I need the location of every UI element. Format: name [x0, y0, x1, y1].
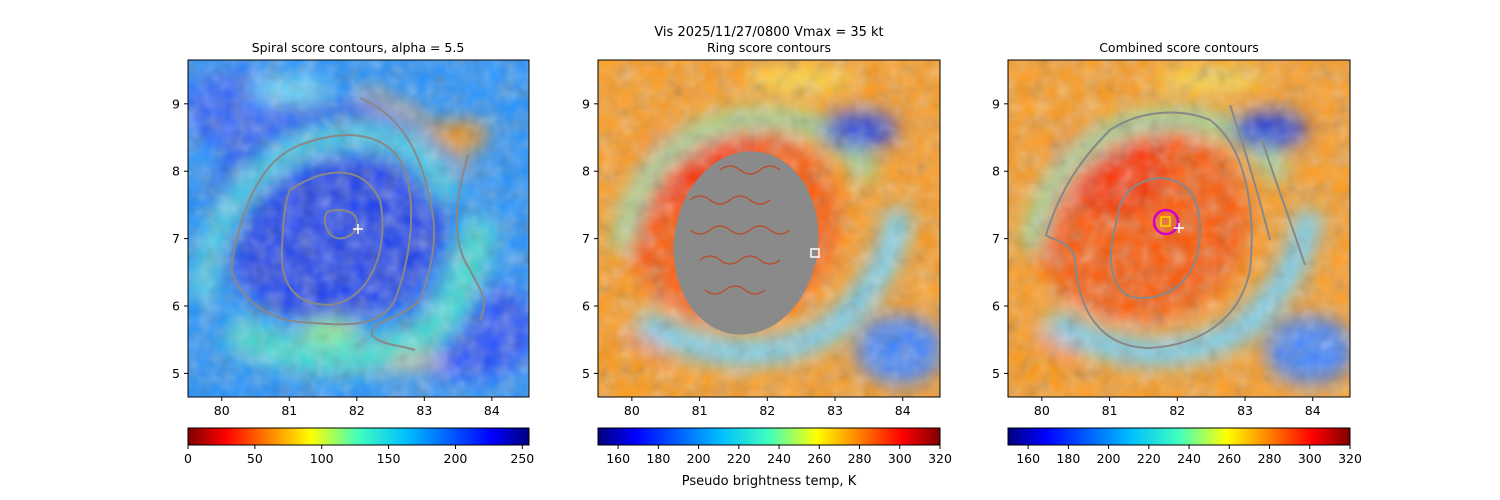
x-tick-label: 84: [895, 403, 911, 418]
colorbar-label: Pseudo brightness temp, K: [682, 474, 857, 489]
marker-combined: [1152, 208, 1184, 236]
marker-combined-circle: [1152, 208, 1180, 236]
colorbar-tick-label: 320: [928, 451, 952, 466]
heatmap-combined: [1008, 60, 1350, 397]
y-tick-label: 7: [172, 231, 180, 246]
colorbar-tick-label: 220: [727, 451, 751, 466]
colorbar-tick-label: 220: [1137, 451, 1161, 466]
marker-combined-square: [1160, 216, 1171, 227]
colorbar-ring: 160 180 200 220 240 260 280 300 320: [597, 427, 952, 466]
colorbar-tick-label: 250: [510, 451, 534, 466]
panel-ring: Ring score contours: [582, 40, 952, 489]
colorbar-tick-label: 240: [767, 451, 791, 466]
panel-title-ring: Ring score contours: [707, 40, 831, 55]
y-tick-label: 5: [582, 366, 590, 381]
colorbar-tick-label: 260: [807, 451, 831, 466]
x-tick-label: 82: [1169, 403, 1185, 418]
y-tick-label: 9: [582, 96, 590, 111]
y-tick-label: 5: [992, 366, 1000, 381]
y-tick-label: 9: [172, 96, 180, 111]
panel-combined: Combined score contours: [992, 40, 1362, 466]
colorbar-spiral: 0 50 100 150 200 250: [184, 427, 534, 466]
panel-spiral: Spiral score contours, alpha = 5.5: [172, 40, 534, 466]
panel-title-spiral: Spiral score contours, alpha = 5.5: [252, 40, 465, 55]
heatmap-ring: [598, 60, 940, 397]
colorbar-tick-label: 160: [606, 451, 630, 466]
y-tick-label: 5: [172, 366, 180, 381]
colorbar-tick-label: 160: [1016, 451, 1040, 466]
x-tick-label: 84: [484, 403, 500, 418]
heatmap-spiral: [188, 60, 529, 397]
colorbar-tick-label: 300: [888, 451, 912, 466]
x-tick-label: 82: [349, 403, 365, 418]
y-tick-label: 6: [582, 299, 590, 314]
y-tick-label: 6: [992, 299, 1000, 314]
colorbar-tick-label: 0: [184, 451, 192, 466]
x-tick-label: 81: [692, 403, 708, 418]
y-tick-label: 9: [992, 96, 1000, 111]
figure-suptitle: Vis 2025/11/27/0800 Vmax = 35 kt: [654, 25, 883, 40]
axes-frame: [597, 59, 941, 398]
colorbar-tick-label: 100: [310, 451, 334, 466]
colorbar-tick-label: 180: [646, 451, 670, 466]
colorbar-tick-label: 150: [377, 451, 401, 466]
y-tick-label: 8: [582, 164, 590, 179]
colorbar-combined: 160 180 200 220 240 260 280 300 320: [1007, 427, 1362, 466]
marker-combined-plus: [1174, 223, 1184, 233]
panel-title-combined: Combined score contours: [1099, 40, 1259, 55]
colorbar-tick-label: 280: [848, 451, 872, 466]
colorbar-tick-label: 300: [1298, 451, 1322, 466]
colorbar-tick-label: 50: [247, 451, 263, 466]
x-tick-label: 80: [624, 403, 640, 418]
y-tick-label: 7: [582, 231, 590, 246]
axes-frame: [187, 59, 530, 398]
colorbar-tick-label: 200: [1097, 451, 1121, 466]
x-tick-label: 83: [1237, 403, 1253, 418]
colorbar-tick-label: 320: [1338, 451, 1362, 466]
colorbar-tick-label: 260: [1217, 451, 1241, 466]
y-tick-label: 6: [172, 299, 180, 314]
x-tick-label: 81: [1102, 403, 1118, 418]
marker-ring-square: [810, 248, 820, 258]
colorbar-tick-label: 200: [687, 451, 711, 466]
marker-center-plus: [353, 224, 363, 234]
colorbar-tick-label: 240: [1177, 451, 1201, 466]
y-tick-label: 8: [992, 164, 1000, 179]
colorbar-tick-label: 180: [1056, 451, 1080, 466]
x-tick-label: 82: [759, 403, 775, 418]
x-tick-label: 81: [281, 403, 297, 418]
x-tick-label: 83: [416, 403, 432, 418]
colorbar-tick-label: 280: [1258, 451, 1282, 466]
y-tick-label: 7: [992, 231, 1000, 246]
x-tick-label: 83: [827, 403, 843, 418]
x-tick-label: 80: [1034, 403, 1050, 418]
x-tick-label: 80: [214, 403, 230, 418]
x-tick-label: 84: [1305, 403, 1321, 418]
colorbar-tick-label: 200: [444, 451, 468, 466]
y-tick-label: 8: [172, 164, 180, 179]
axes-frame: [1007, 59, 1351, 398]
